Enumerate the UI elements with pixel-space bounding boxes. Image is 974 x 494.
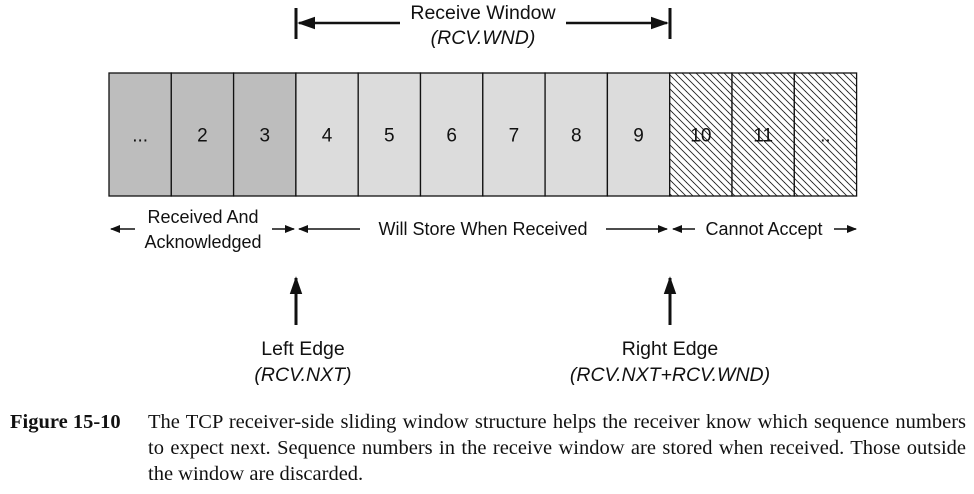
acknowledged-label-line1: Received And — [147, 207, 258, 227]
receive-window-bracket — [294, 8, 672, 39]
sequence-cell-window — [606, 72, 671, 197]
sequence-cell-cannot-accept — [669, 72, 733, 197]
right-edge-subtitle: (RCV.NXT+RCV.WND) — [570, 364, 770, 386]
sequence-number-label: 5 — [384, 126, 395, 147]
right-edge-title: Right Edge — [622, 338, 718, 360]
sequence-number-label: 6 — [446, 126, 457, 147]
sequence-number-label: 9 — [633, 126, 644, 147]
will-store-label: Will Store When Received — [378, 219, 587, 239]
region-cannot-accept: Cannot Accept — [672, 219, 857, 239]
sequence-cell-acknowledged — [170, 72, 235, 197]
sequence-cell-window — [295, 72, 359, 197]
sequence-number-label: 11 — [753, 126, 773, 147]
left-edge-title: Left Edge — [261, 338, 344, 360]
sequence-cell-window — [419, 72, 484, 197]
figure-caption-text: The TCP receiver-side sliding window str… — [148, 411, 966, 485]
sequence-cell-cannot-accept — [731, 72, 795, 197]
sequence-number-label: 8 — [571, 126, 582, 147]
sequence-number-label: 3 — [259, 126, 270, 147]
sliding-window-diagram: Receive Window (RCV.WND) ... 2 3 4 5 6 7 8 9 10 11… — [108, 2, 858, 386]
sequence-number-label: 7 — [509, 126, 520, 147]
sequence-cell-cannot-accept — [793, 72, 858, 197]
sequence-number-label: 4 — [322, 126, 333, 147]
acknowledged-label-line2: Acknowledged — [144, 232, 261, 252]
sequence-number-label: 2 — [197, 126, 208, 147]
sequence-cells: ... 2 3 4 5 6 7 8 9 10 11.. — [108, 72, 858, 197]
receive-window-subtitle: (RCV.WND) — [431, 27, 536, 49]
region-acknowledged: Received And Acknowledged — [110, 207, 295, 252]
sequence-number-label: .. — [820, 126, 831, 147]
cannot-accept-label: Cannot Accept — [705, 219, 822, 239]
region-will-store: Will Store When Received — [298, 219, 668, 239]
sequence-cell-acknowledged — [232, 72, 297, 197]
receive-window-title: Receive Window — [410, 2, 556, 24]
figure-number: Figure 15-10 — [10, 411, 121, 433]
left-edge-subtitle: (RCV.NXT) — [254, 364, 351, 386]
sequence-cell-window — [357, 72, 422, 197]
sequence-cell-acknowledged — [108, 72, 172, 197]
sequence-number-label: 10 — [690, 126, 711, 147]
sequence-number-label: ... — [132, 126, 148, 147]
